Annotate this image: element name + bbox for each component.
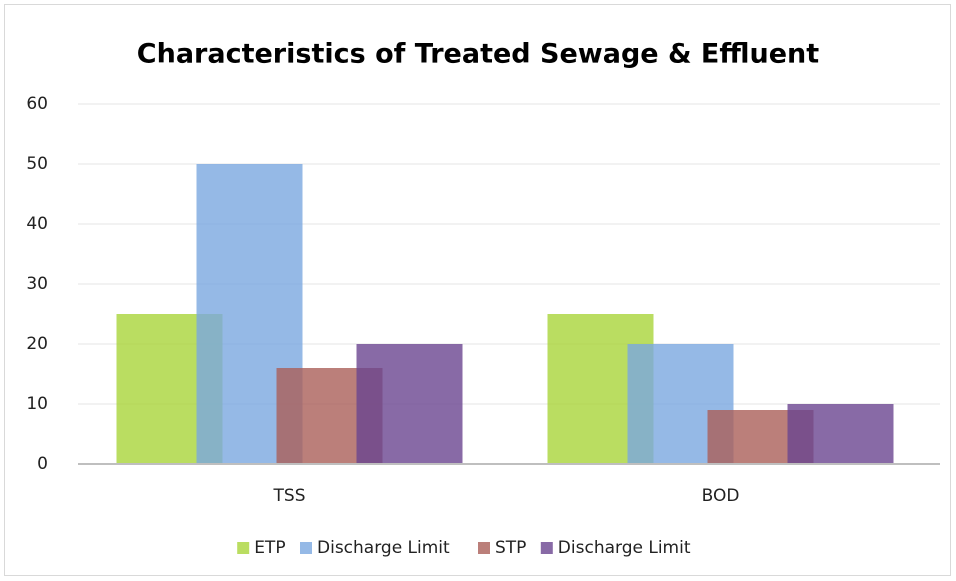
x-tick-label: TSS: [273, 486, 306, 506]
bar: [356, 344, 463, 464]
legend-label: STP: [495, 538, 526, 558]
y-tick-label: 60: [26, 94, 48, 114]
legend-label: Discharge Limit: [558, 538, 691, 558]
y-tick-label: 50: [26, 154, 48, 174]
legend-swatch: [300, 542, 312, 554]
x-tick-label: BOD: [702, 486, 740, 506]
legend-swatch: [540, 542, 553, 554]
chart-title: Characteristics of Treated Sewage & Effl…: [137, 39, 819, 70]
legend-label: Discharge Limit: [317, 538, 450, 558]
legend-swatch: [478, 542, 490, 554]
y-tick-label: 40: [26, 214, 48, 234]
y-tick-label: 20: [26, 334, 48, 354]
legend-label: ETP: [254, 538, 285, 558]
legend-swatch: [237, 542, 250, 554]
y-tick-label: 30: [26, 274, 48, 294]
y-tick-label: 10: [26, 394, 48, 414]
chart-border: [4, 4, 951, 576]
bar: [787, 404, 894, 464]
y-tick-label: 0: [37, 454, 48, 474]
